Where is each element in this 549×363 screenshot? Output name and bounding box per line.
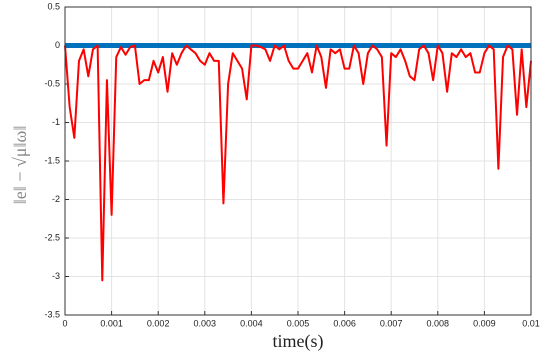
x-tick-label: 0.009 [473, 318, 496, 328]
x-tick-label: 0.004 [240, 318, 263, 328]
x-tick-label: 0.006 [333, 318, 356, 328]
y-tick-label: -3 [52, 271, 60, 281]
y-tick-label: -1 [52, 117, 60, 127]
y-tick-label: 0.5 [47, 1, 60, 11]
data-line [64, 44, 532, 282]
x-tick-label: 0.005 [287, 318, 310, 328]
x-tick-label: 0.002 [147, 318, 170, 328]
x-axis-label: time(s) [273, 331, 324, 352]
x-tick-label: 0.01 [522, 318, 540, 328]
x-tick-label: 0.001 [100, 318, 123, 328]
plot-frame [64, 6, 532, 316]
x-tick-label: 0.007 [380, 318, 403, 328]
y-tick-label: 0 [55, 40, 60, 50]
y-tick-label: -2.5 [44, 232, 60, 242]
y-tick-label: -3.5 [44, 309, 60, 319]
y-tick-label: -0.5 [44, 78, 60, 88]
y-tick-label: -2 [52, 194, 60, 204]
x-tick-label: 0 [62, 318, 67, 328]
x-tick-label: 0.003 [194, 318, 217, 328]
x-tick-label: 0.008 [427, 318, 450, 328]
y-axis-label: ‖e‖ − √μ‖ω‖ [10, 126, 30, 205]
y-tick-label: -1.5 [44, 155, 60, 165]
